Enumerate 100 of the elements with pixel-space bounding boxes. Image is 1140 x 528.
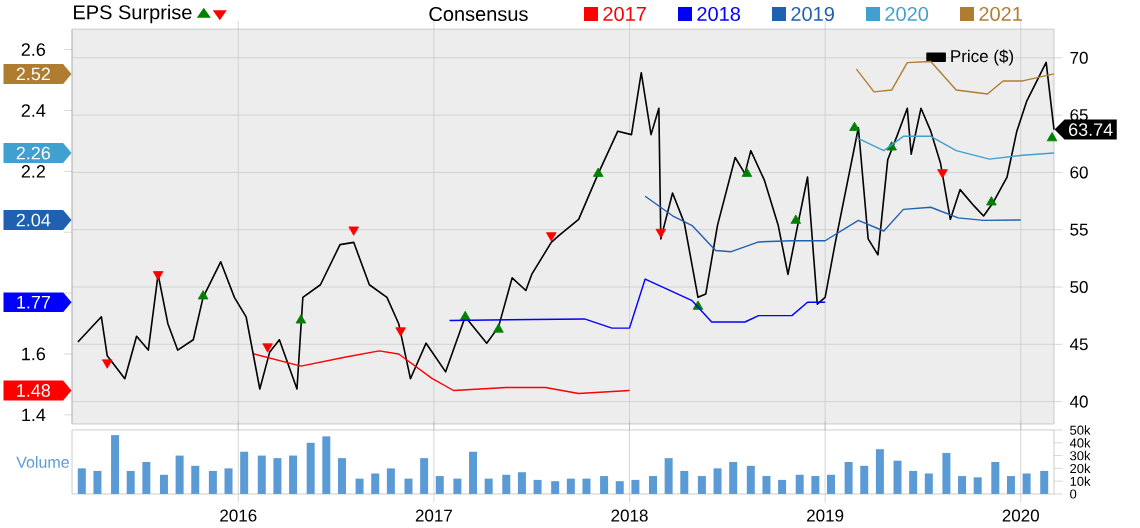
point	[655, 228, 667, 239]
x-tick-label: 2018	[611, 509, 648, 522]
point	[295, 314, 307, 324]
bar	[191, 465, 200, 494]
y-tick-label: 2.6	[21, 43, 46, 56]
bar	[420, 458, 429, 494]
bar	[860, 465, 869, 494]
y-tick-label: 2.2	[21, 165, 45, 178]
y2-tick-label: 50	[1070, 281, 1088, 294]
bar	[484, 478, 493, 494]
x-tick-label: 2020	[1002, 509, 1039, 522]
bar	[680, 470, 689, 494]
bar	[631, 479, 640, 494]
x-tick-label: 2017	[415, 509, 452, 522]
y-tick-label: 2.4	[21, 104, 46, 117]
point	[152, 271, 164, 281]
bar	[827, 474, 835, 494]
point	[395, 327, 406, 337]
bar	[533, 479, 542, 494]
bar	[289, 455, 298, 494]
bar	[958, 476, 967, 494]
bar	[306, 442, 315, 494]
bar	[453, 478, 462, 494]
y-tick-label: 2.04	[16, 213, 51, 227]
bar	[795, 474, 804, 494]
x-tick-label: 2016	[220, 509, 257, 522]
point	[262, 343, 273, 353]
bar	[697, 476, 706, 494]
point	[348, 226, 359, 236]
bar	[142, 461, 151, 494]
x-tick-label: 2019	[807, 509, 844, 522]
bar	[77, 468, 86, 494]
bar	[386, 468, 395, 494]
point	[459, 310, 471, 321]
bar	[893, 460, 902, 494]
bar	[224, 468, 233, 494]
y2-tick-label: 70	[1070, 51, 1088, 64]
point	[790, 214, 802, 224]
bar	[909, 470, 918, 494]
bar	[322, 436, 331, 494]
bar	[1040, 470, 1049, 494]
line-series	[855, 135, 1055, 160]
line-series	[253, 350, 631, 395]
bar	[1006, 476, 1015, 494]
bar	[648, 476, 657, 494]
bar	[175, 455, 184, 494]
line-series	[644, 195, 1022, 253]
y-axis-title: Volume	[16, 456, 69, 468]
bar	[973, 477, 982, 494]
legend-label: 2021	[979, 6, 1022, 22]
bar	[713, 468, 722, 494]
point	[937, 169, 948, 179]
point	[741, 167, 753, 177]
bar	[208, 470, 217, 494]
y-tick-label: 1.6	[22, 347, 46, 361]
legend-label: Price ($)	[951, 49, 1014, 66]
bar	[551, 481, 560, 494]
point	[1046, 132, 1058, 142]
bar	[844, 461, 853, 494]
legend-label: 2018	[697, 6, 741, 22]
y-tick-label: 1.77	[17, 296, 50, 309]
bar	[762, 476, 771, 494]
bar	[778, 479, 787, 494]
line-series	[448, 278, 826, 329]
bar	[435, 476, 444, 494]
text: EPS Surprise	[74, 4, 192, 24]
bar	[1022, 473, 1031, 494]
bar	[502, 474, 511, 494]
bar	[355, 478, 364, 494]
legend-title: Consensus	[429, 6, 528, 22]
bar	[404, 478, 413, 494]
y2-tick-label: 55	[1070, 223, 1088, 236]
y-tick-label: 1.48	[17, 384, 51, 397]
bar	[257, 455, 266, 494]
point	[592, 167, 604, 177]
y-tick-label: 1.4	[22, 408, 46, 422]
data-label: 63.74	[1069, 123, 1113, 136]
bar	[469, 451, 478, 494]
bar	[337, 458, 346, 494]
bar	[582, 478, 591, 494]
point	[986, 196, 997, 206]
bar	[371, 473, 380, 494]
bar	[924, 473, 933, 494]
y2-tick-label: 45	[1069, 338, 1088, 351]
y-tick-label: 2.52	[16, 67, 50, 81]
bar	[273, 458, 282, 494]
point	[849, 121, 860, 131]
point	[101, 359, 113, 369]
point	[493, 323, 504, 333]
bar	[942, 453, 951, 494]
bar	[664, 458, 673, 494]
y-tick-label: 2.26	[16, 146, 51, 160]
legend-label: 2019	[791, 6, 834, 22]
point	[197, 290, 209, 300]
bar	[615, 481, 624, 494]
point	[546, 232, 557, 242]
bar	[517, 472, 526, 494]
bar	[991, 461, 1000, 494]
bar	[875, 449, 884, 494]
bar	[746, 465, 755, 494]
